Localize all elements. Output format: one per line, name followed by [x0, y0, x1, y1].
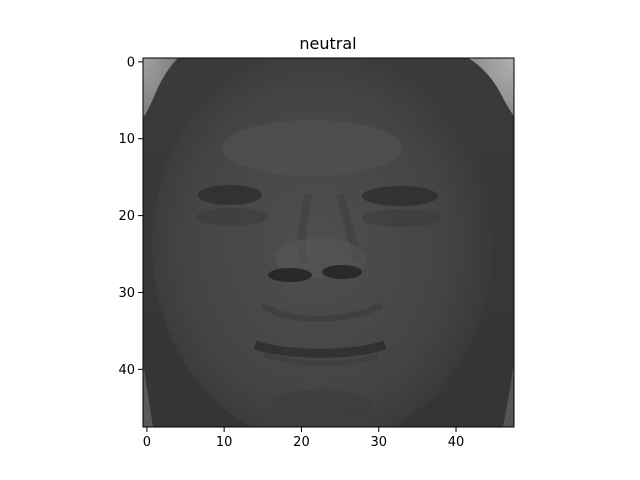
- y-tick-label: 30: [118, 286, 135, 301]
- y-tick-label: 0: [127, 55, 135, 70]
- y-tick-label: 20: [118, 209, 135, 224]
- x-tick-label: 20: [293, 435, 310, 450]
- y-tick-label: 40: [118, 363, 135, 378]
- x-tick-label: 40: [448, 435, 465, 450]
- x-axis-ticks: 0 10 20 30 40: [143, 427, 465, 450]
- grayscale-face-image: [143, 58, 514, 427]
- x-tick-label: 0: [143, 435, 151, 450]
- y-tick-label: 10: [118, 132, 135, 147]
- axes-frame: [142, 57, 515, 428]
- x-tick-label: 10: [216, 435, 233, 450]
- y-axis-ticks: 0 10 20 30 40: [118, 55, 143, 378]
- figure-title: neutral: [299, 34, 356, 53]
- x-tick-label: 30: [370, 435, 387, 450]
